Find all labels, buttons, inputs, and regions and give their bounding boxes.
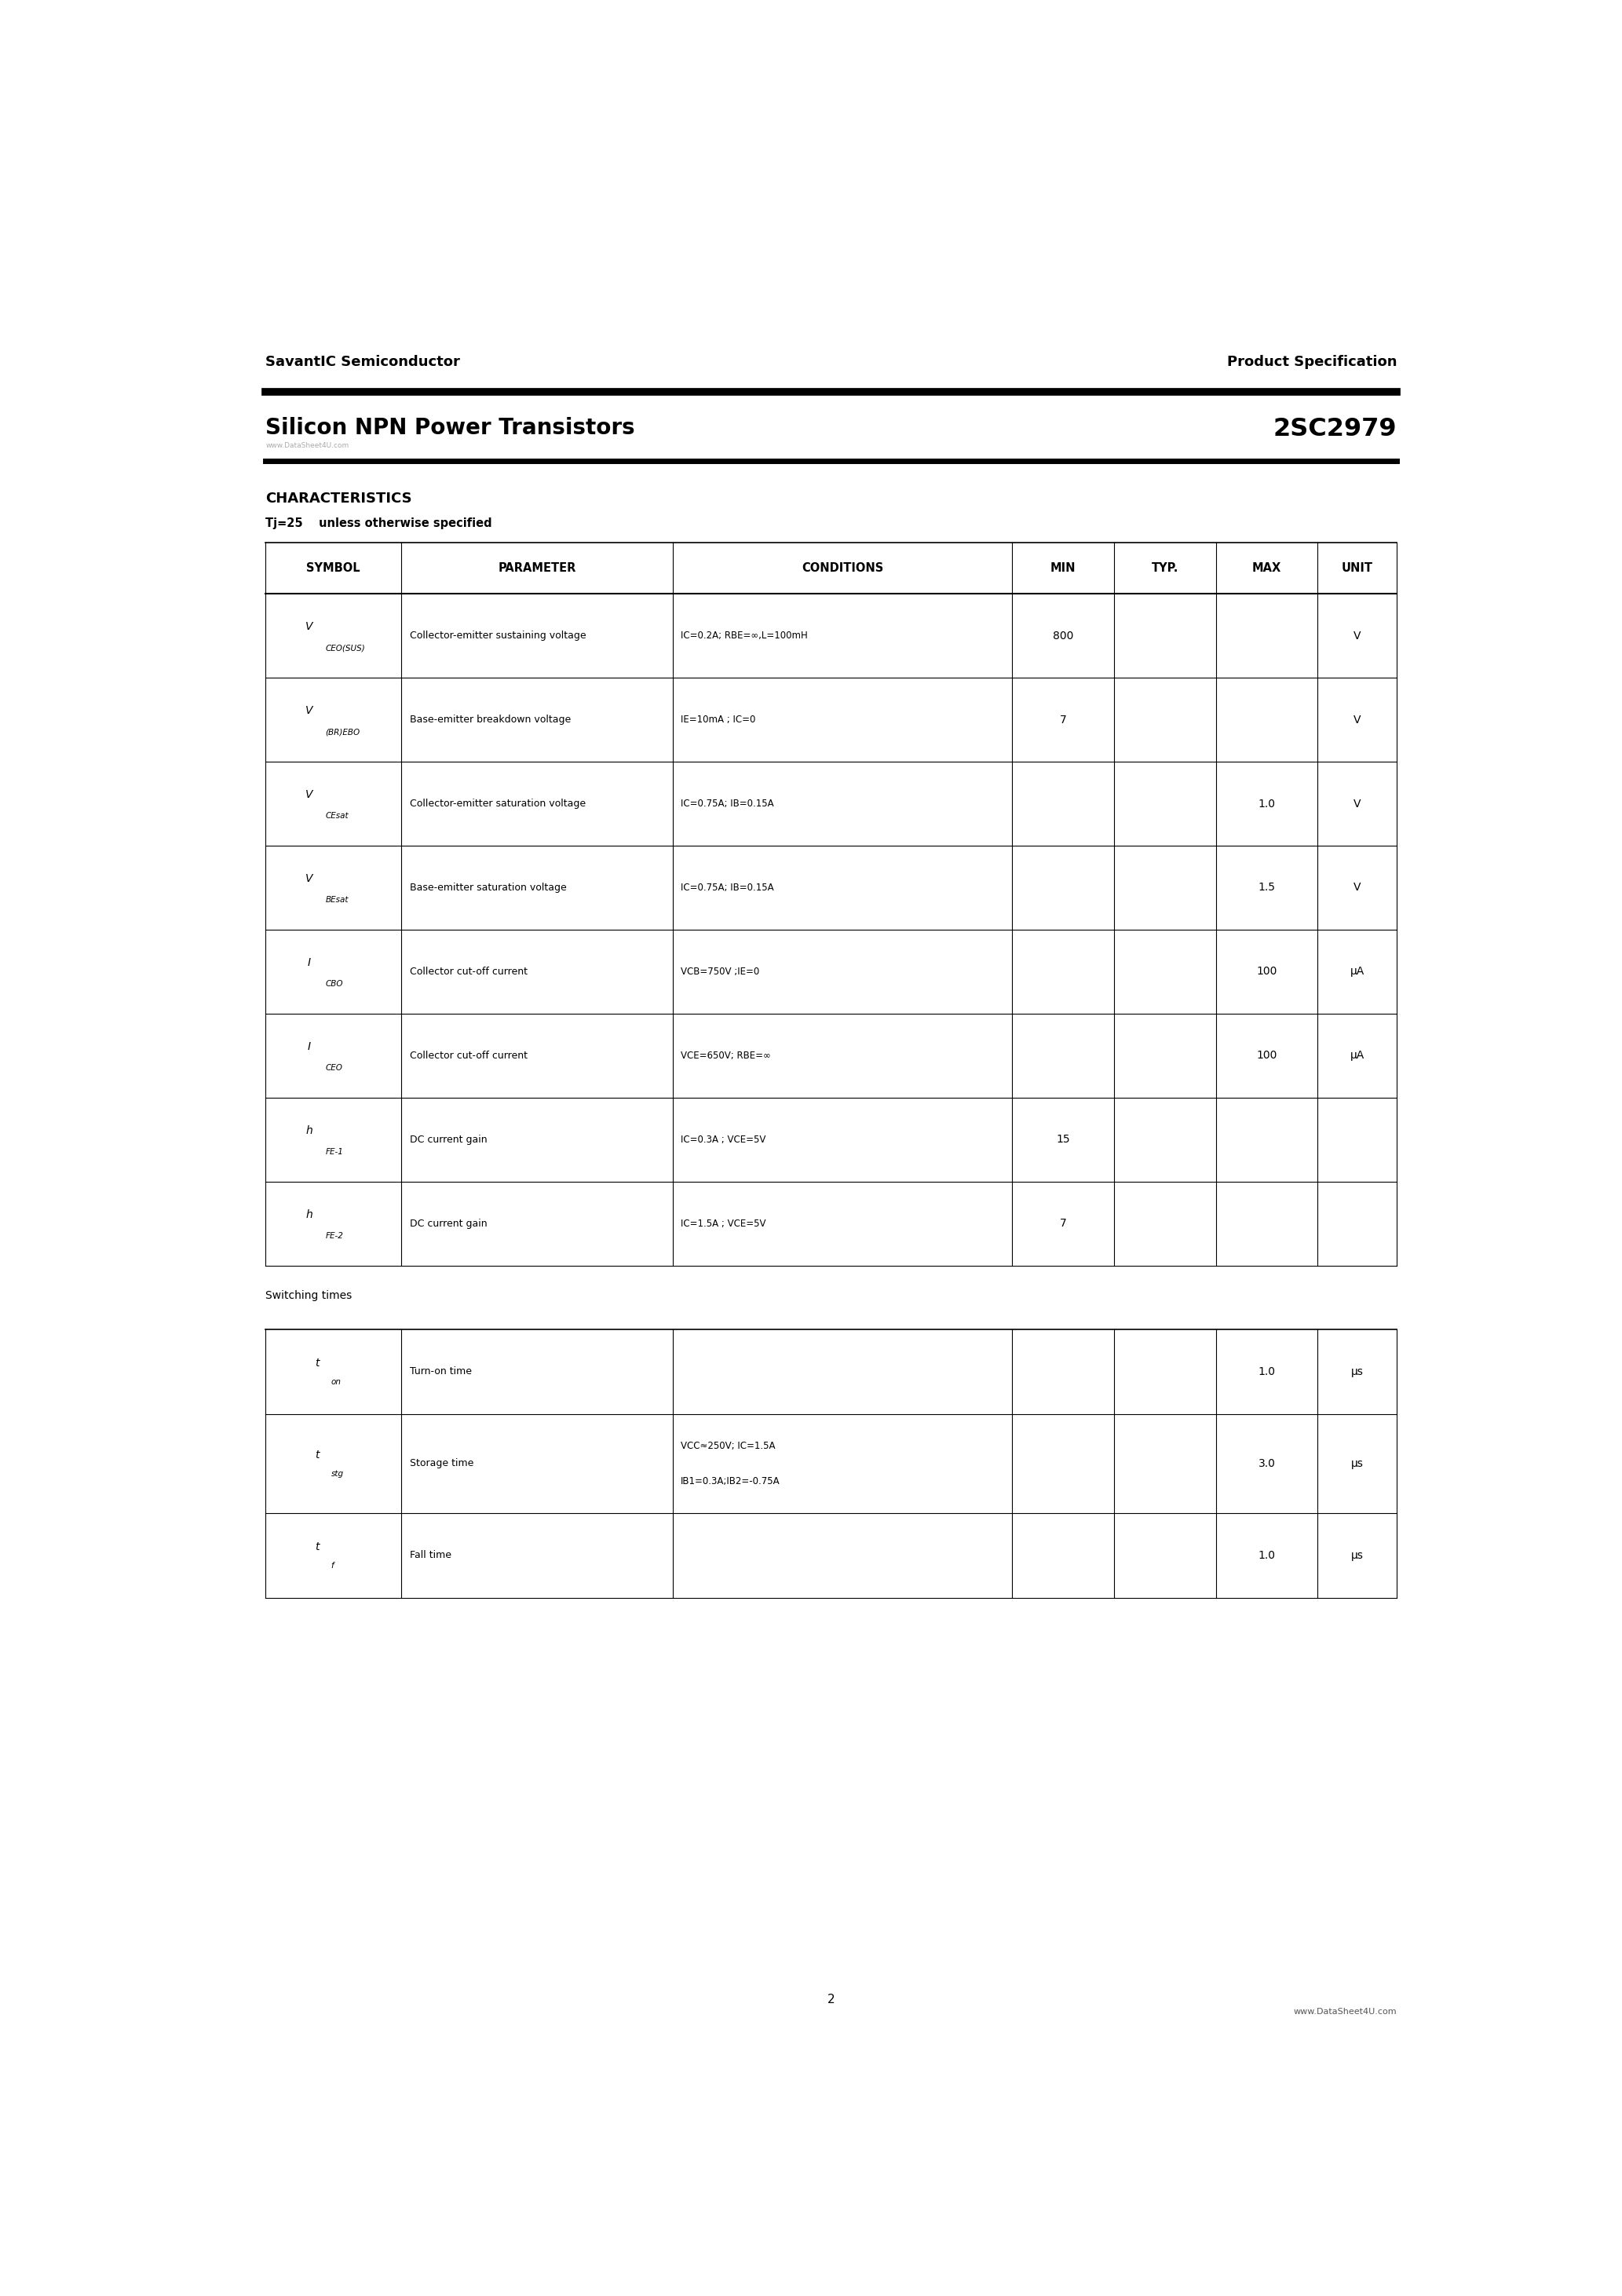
Text: V: V	[1354, 882, 1361, 893]
Text: 1.0: 1.0	[1259, 799, 1275, 808]
Text: 100: 100	[1257, 967, 1277, 978]
Text: PARAMETER: PARAMETER	[498, 563, 576, 574]
Text: V: V	[305, 622, 313, 631]
Text: t: t	[315, 1449, 320, 1460]
Text: h: h	[305, 1125, 313, 1137]
Text: μs: μs	[1351, 1366, 1364, 1378]
Text: Product Specification: Product Specification	[1226, 356, 1397, 370]
Text: Base-emitter breakdown voltage: Base-emitter breakdown voltage	[410, 714, 571, 726]
Text: IC=0.75A; IB=0.15A: IC=0.75A; IB=0.15A	[681, 799, 774, 808]
Text: I: I	[308, 1042, 311, 1052]
Text: UNIT: UNIT	[1341, 563, 1374, 574]
Text: Fall time: Fall time	[410, 1550, 453, 1561]
Text: t: t	[315, 1541, 320, 1552]
Text: CEO(SUS): CEO(SUS)	[326, 645, 365, 652]
Text: I: I	[308, 957, 311, 969]
Text: 2SC2979: 2SC2979	[1273, 418, 1397, 441]
Text: V: V	[305, 705, 313, 716]
Text: Storage time: Storage time	[410, 1458, 474, 1469]
Text: Tj=25    unless otherwise specified: Tj=25 unless otherwise specified	[266, 517, 491, 530]
Text: Collector-emitter saturation voltage: Collector-emitter saturation voltage	[410, 799, 586, 808]
Text: 7: 7	[1059, 714, 1067, 726]
Text: CEO: CEO	[326, 1063, 342, 1072]
Text: IC=0.75A; IB=0.15A: IC=0.75A; IB=0.15A	[681, 882, 774, 893]
Text: IB1=0.3A;IB2=-0.75A: IB1=0.3A;IB2=-0.75A	[681, 1476, 780, 1486]
Text: DC current gain: DC current gain	[410, 1219, 488, 1228]
Text: CHARACTERISTICS: CHARACTERISTICS	[266, 491, 412, 505]
Text: IC=0.2A; RBE=∞,L=100mH: IC=0.2A; RBE=∞,L=100mH	[681, 631, 808, 641]
Text: FE-1: FE-1	[326, 1148, 344, 1155]
Text: V: V	[1354, 714, 1361, 726]
Text: SavantIC Semiconductor: SavantIC Semiconductor	[266, 356, 461, 370]
Text: VCE=650V; RBE=∞: VCE=650V; RBE=∞	[681, 1052, 770, 1061]
Text: Collector cut-off current: Collector cut-off current	[410, 1052, 527, 1061]
Text: h: h	[305, 1210, 313, 1219]
Text: SYMBOL: SYMBOL	[307, 563, 360, 574]
Text: μA: μA	[1350, 967, 1364, 978]
Text: V: V	[305, 790, 313, 801]
Text: on: on	[331, 1378, 341, 1387]
Text: 7: 7	[1059, 1219, 1067, 1228]
Text: FE-2: FE-2	[326, 1233, 344, 1240]
Text: TYP.: TYP.	[1152, 563, 1179, 574]
Text: 100: 100	[1257, 1049, 1277, 1061]
Text: CONDITIONS: CONDITIONS	[801, 563, 884, 574]
Text: Turn-on time: Turn-on time	[410, 1366, 472, 1378]
Text: BEsat: BEsat	[326, 895, 349, 905]
Text: 15: 15	[1056, 1134, 1071, 1146]
Text: 1.0: 1.0	[1259, 1366, 1275, 1378]
Text: IC=0.3A ; VCE=5V: IC=0.3A ; VCE=5V	[681, 1134, 766, 1146]
Text: CEsat: CEsat	[326, 813, 349, 820]
Text: VCC≈250V; IC=1.5A: VCC≈250V; IC=1.5A	[681, 1442, 775, 1451]
Text: V: V	[1354, 799, 1361, 808]
Text: V: V	[305, 872, 313, 884]
Text: 800: 800	[1053, 629, 1074, 641]
Text: μA: μA	[1350, 1049, 1364, 1061]
Text: Collector cut-off current: Collector cut-off current	[410, 967, 527, 976]
Text: f: f	[331, 1561, 334, 1570]
Text: V: V	[1354, 629, 1361, 641]
Text: 2: 2	[827, 1993, 835, 2004]
Text: MAX: MAX	[1252, 563, 1281, 574]
Text: 1.5: 1.5	[1259, 882, 1275, 893]
Text: 1.0: 1.0	[1259, 1550, 1275, 1561]
Text: IE=10mA ; IC=0: IE=10mA ; IC=0	[681, 714, 756, 726]
Text: Base-emitter saturation voltage: Base-emitter saturation voltage	[410, 882, 568, 893]
Text: stg: stg	[331, 1469, 344, 1479]
Text: www.DataSheet4U.com: www.DataSheet4U.com	[1294, 2007, 1397, 2016]
Text: DC current gain: DC current gain	[410, 1134, 488, 1146]
Text: (BR)EBO: (BR)EBO	[326, 728, 360, 737]
Text: VCB=750V ;IE=0: VCB=750V ;IE=0	[681, 967, 759, 976]
Text: MIN: MIN	[1051, 563, 1075, 574]
Text: CBO: CBO	[326, 980, 342, 987]
Text: Silicon NPN Power Transistors: Silicon NPN Power Transistors	[266, 418, 636, 439]
Text: t: t	[315, 1357, 320, 1368]
Text: www.DataSheet4U.com: www.DataSheet4U.com	[266, 441, 349, 448]
Text: Switching times: Switching times	[266, 1290, 352, 1302]
Text: Collector-emitter sustaining voltage: Collector-emitter sustaining voltage	[410, 631, 587, 641]
Text: IC=1.5A ; VCE=5V: IC=1.5A ; VCE=5V	[681, 1219, 766, 1228]
Text: μs: μs	[1351, 1458, 1364, 1469]
Text: μs: μs	[1351, 1550, 1364, 1561]
Text: 3.0: 3.0	[1259, 1458, 1275, 1469]
